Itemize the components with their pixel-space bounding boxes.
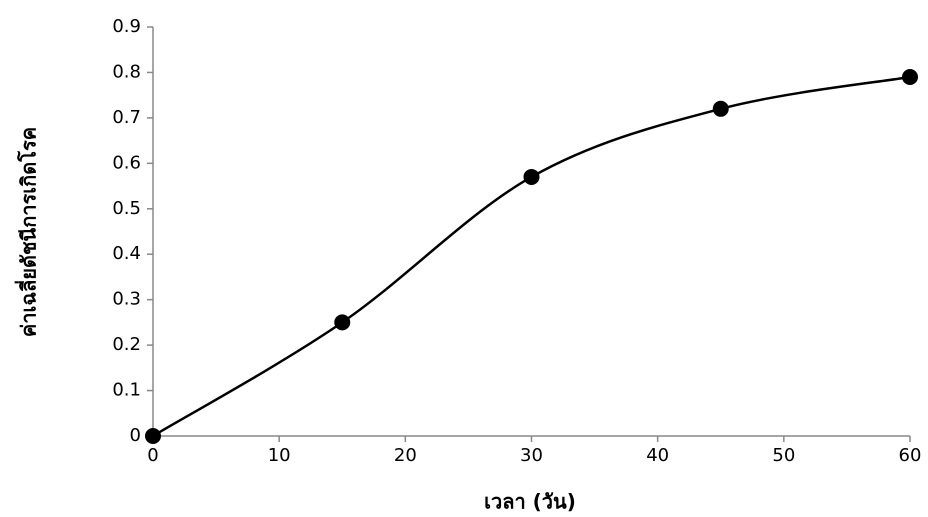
- x-axis-title: เวลา (วัน): [484, 490, 576, 514]
- x-tick-label: 0: [147, 445, 158, 466]
- y-tick-label: 0.8: [112, 61, 141, 82]
- point: [524, 169, 540, 185]
- y-tick-label: 0.3: [112, 289, 141, 310]
- y-tick-label: 0.1: [112, 380, 141, 401]
- y-tick-label: 0.4: [112, 243, 141, 264]
- y-tick-label: 0.6: [112, 152, 141, 173]
- point: [713, 101, 729, 117]
- point: [902, 69, 918, 85]
- x-tick-label: 50: [772, 445, 795, 466]
- series-line: [153, 77, 910, 436]
- x-tick-label: 30: [520, 445, 543, 466]
- x-tick-label: 60: [899, 445, 922, 466]
- y-tick-label: 0.9: [112, 16, 141, 37]
- x-tick-label: 20: [394, 445, 417, 466]
- y-tick-label: 0: [130, 425, 141, 446]
- y-tick-label: 0.2: [112, 334, 141, 355]
- point: [334, 314, 350, 330]
- x-tick-label: 40: [646, 445, 669, 466]
- chart: เวลา (วัน) ค่าเฉลี่ยดัชนีการเกิดโรค 0 0.1…: [0, 0, 928, 517]
- y-axis-title: ค่าเฉลี่ยดัชนีการเกิดโรค: [14, 127, 41, 337]
- x-tick-label: 10: [268, 445, 291, 466]
- y-tick-label: 0.7: [112, 107, 141, 128]
- point: [145, 428, 161, 444]
- y-tick-label: 0.5: [112, 198, 141, 219]
